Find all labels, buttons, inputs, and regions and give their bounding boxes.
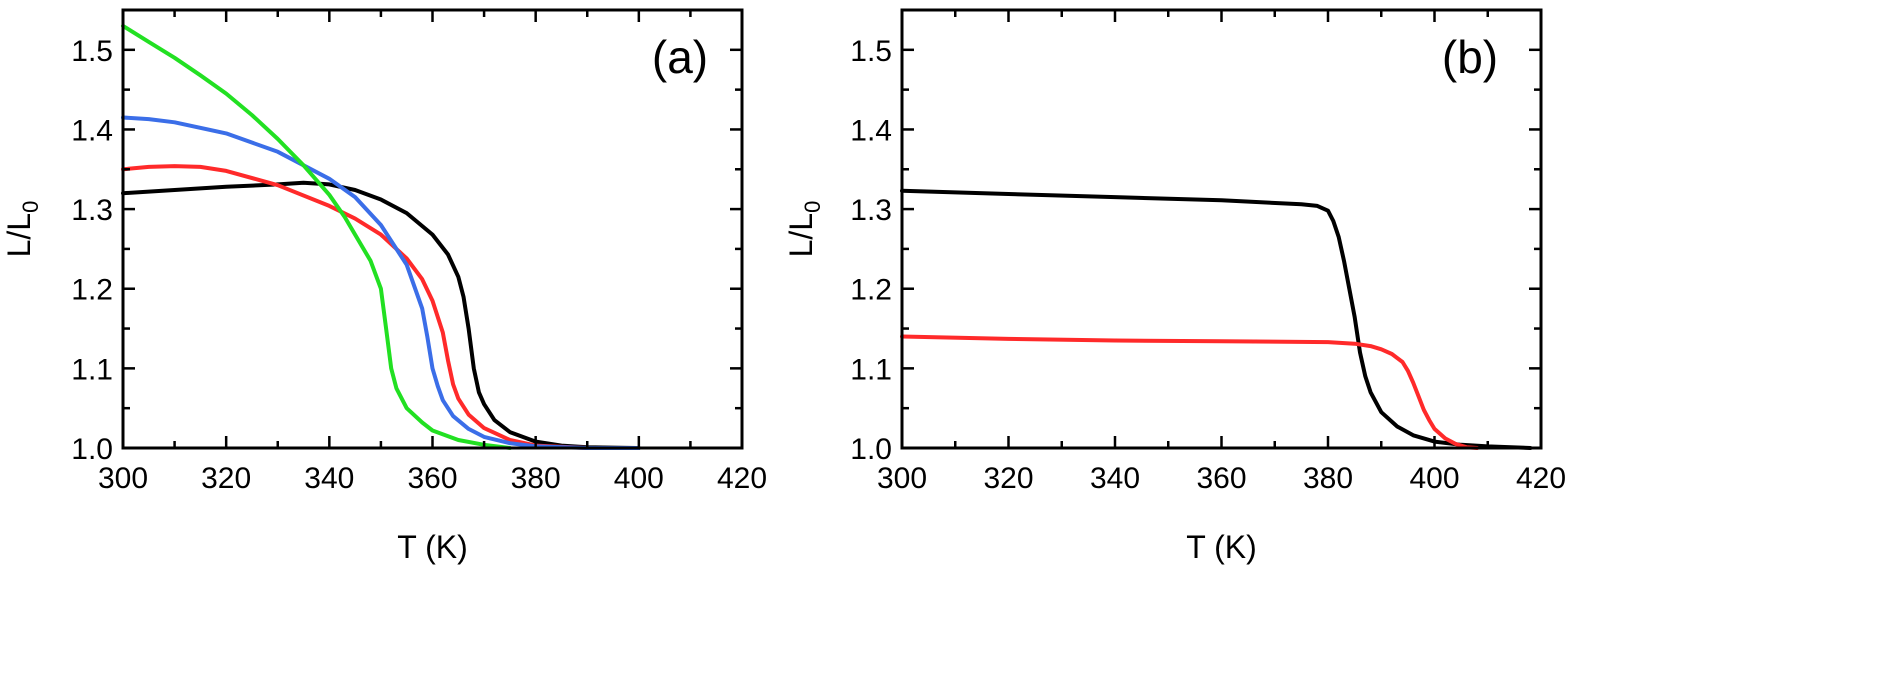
y-axis-label-subscript: 0 xyxy=(18,201,43,213)
y-axis-label-subscript: 0 xyxy=(800,201,825,213)
x-tick-label: 300 xyxy=(877,462,927,495)
y-tick-label: 1.0 xyxy=(71,433,113,466)
x-tick-label: 320 xyxy=(201,462,251,495)
y-axis-label-main: L/L xyxy=(783,213,819,257)
x-tick-label: 380 xyxy=(1303,462,1353,495)
series-line-2 xyxy=(900,334,1480,450)
panel-a: 300 320 340 360 380 400 420 1.0 1.1 1.2 1.3 1.4 1.5 T… xyxy=(1,8,767,565)
x-tick-label: 320 xyxy=(983,462,1033,495)
y-tick-label: 1.0 xyxy=(850,433,892,466)
x-tick-label: 400 xyxy=(614,462,664,495)
x-tick-label: 340 xyxy=(1090,462,1140,495)
x-tick-label: 420 xyxy=(717,462,767,495)
x-axis-label: T (K) xyxy=(397,529,468,565)
y-tick-label: 1.4 xyxy=(71,114,113,147)
series-line-1 xyxy=(121,180,641,450)
y-tick-label: 1.3 xyxy=(850,194,892,227)
panel-label: (b) xyxy=(1442,31,1498,83)
y-tick-label: 1.1 xyxy=(71,353,113,386)
y-tick-label: 1.5 xyxy=(71,35,113,68)
y-axis-label: L/L0 xyxy=(783,201,825,258)
x-tick-label: 420 xyxy=(1516,462,1566,495)
x-tick-label: 340 xyxy=(304,462,354,495)
y-tick-label: 1.2 xyxy=(71,274,113,307)
x-tick-label: 380 xyxy=(511,462,561,495)
series-line-1 xyxy=(900,188,1533,450)
x-tick-label: 400 xyxy=(1409,462,1459,495)
x-axis-label: T (K) xyxy=(1186,529,1257,565)
y-tick-label: 1.3 xyxy=(71,194,113,227)
y-axis-label-main: L/L xyxy=(1,213,37,257)
y-tick-label: 1.5 xyxy=(850,35,892,68)
panel-b: 300 320 340 360 380 400 420 1.0 1.1 1.2 1.3 1.4 1.5 T… xyxy=(783,8,1566,565)
x-tick-label: 300 xyxy=(98,462,148,495)
series-line-2 xyxy=(121,164,590,450)
y-axis-label: L/L0 xyxy=(1,201,43,258)
x-tick-label: 360 xyxy=(407,462,457,495)
panel-label: (a) xyxy=(652,31,708,83)
plot-frame xyxy=(121,8,744,450)
series-line-4 xyxy=(121,23,512,450)
series-line-3 xyxy=(121,115,641,450)
y-tick-label: 1.2 xyxy=(850,274,892,307)
y-tick-label: 1.4 xyxy=(850,114,892,147)
x-tick-label: 360 xyxy=(1196,462,1246,495)
y-tick-label: 1.1 xyxy=(850,353,892,386)
